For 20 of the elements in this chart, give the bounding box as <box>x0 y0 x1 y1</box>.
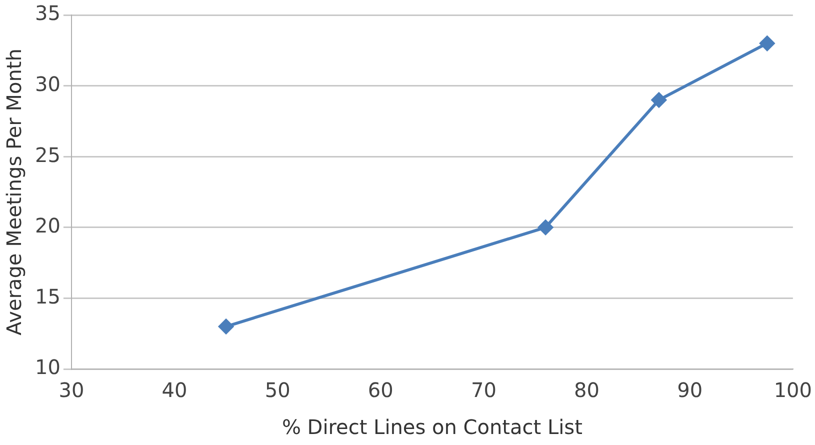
x-tick-label: 50 <box>264 378 290 402</box>
y-axis-title: Average Meetings Per Month <box>2 48 26 336</box>
y-tick-label: 10 <box>34 355 60 380</box>
x-tick-label: 60 <box>368 378 394 402</box>
y-tick-label: 35 <box>34 1 60 26</box>
point <box>218 319 234 334</box>
x-tick-label: 40 <box>162 378 188 402</box>
x-tick-label: 90 <box>677 378 703 402</box>
x-tick-label: 30 <box>58 378 84 402</box>
point <box>651 92 666 108</box>
point <box>760 36 775 51</box>
y-tick-label: 15 <box>34 284 60 308</box>
y-tick-label: 20 <box>34 214 60 238</box>
x-tick-label: 70 <box>470 378 496 402</box>
y-tick-label: 25 <box>34 142 60 167</box>
x-tick-label: 100 <box>774 378 812 402</box>
y-tick-label: 30 <box>34 72 60 96</box>
x-axis-title: % Direct Lines on Contact List <box>282 415 583 440</box>
point <box>538 220 554 235</box>
x-tick-label: 80 <box>574 378 600 402</box>
